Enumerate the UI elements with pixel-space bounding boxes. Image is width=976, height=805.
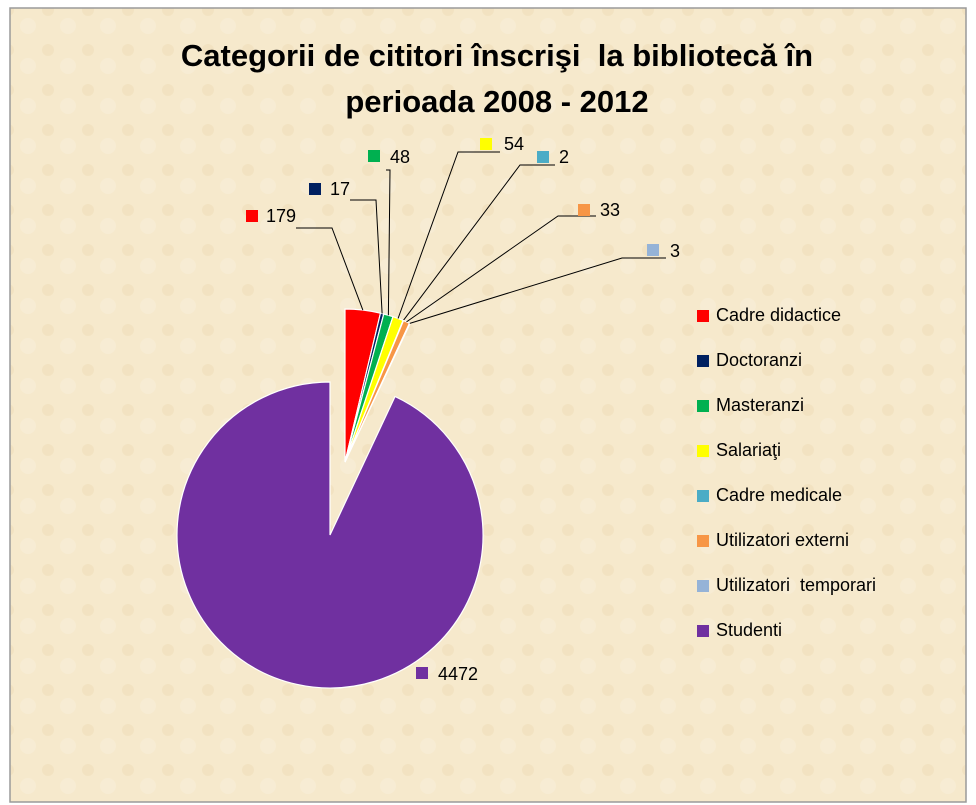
legend-label: Salariaţi <box>716 440 781 460</box>
data-label: 3 <box>670 241 680 261</box>
label-marker <box>537 151 549 163</box>
data-label: 33 <box>600 200 620 220</box>
label-marker <box>309 183 321 195</box>
legend-label: Cadre medicale <box>716 485 842 505</box>
data-label: 54 <box>504 134 524 154</box>
legend-label: Masteranzi <box>716 395 804 415</box>
leader-line <box>402 164 555 321</box>
legend-label: Utilizatori externi <box>716 530 849 550</box>
label-marker <box>416 667 428 679</box>
data-label: 4472 <box>438 664 478 684</box>
legend-label: Studenti <box>716 620 782 640</box>
data-label: 2 <box>559 147 569 167</box>
legend-marker <box>697 400 709 412</box>
legend-label: Doctoranzi <box>716 350 802 370</box>
legend-label: Utilizatori temporari <box>716 575 876 595</box>
pie-slice <box>176 381 484 689</box>
leader-line <box>409 257 666 324</box>
label-marker <box>480 138 492 150</box>
legend-marker <box>697 535 709 547</box>
leader-line <box>386 169 391 316</box>
legend-marker <box>697 625 709 637</box>
legend-marker <box>697 490 709 502</box>
leader-line <box>296 227 364 311</box>
leader-line <box>350 199 383 314</box>
chart-title: perioada 2008 - 2012 <box>345 84 648 119</box>
label-marker <box>368 150 380 162</box>
legend-label: Cadre didactice <box>716 305 841 325</box>
legend-marker <box>697 310 709 322</box>
data-label: 17 <box>330 179 350 199</box>
chart-title: Categorii de cititori înscrişi la biblio… <box>181 38 813 73</box>
legend-marker <box>697 445 709 457</box>
label-marker <box>647 244 659 256</box>
label-marker <box>578 204 590 216</box>
chart-area <box>9 7 967 803</box>
legend-marker <box>697 355 709 367</box>
data-label: 48 <box>390 147 410 167</box>
data-label: 179 <box>266 206 296 226</box>
legend-marker <box>697 580 709 592</box>
leader-line <box>397 151 500 319</box>
label-marker <box>246 210 258 222</box>
